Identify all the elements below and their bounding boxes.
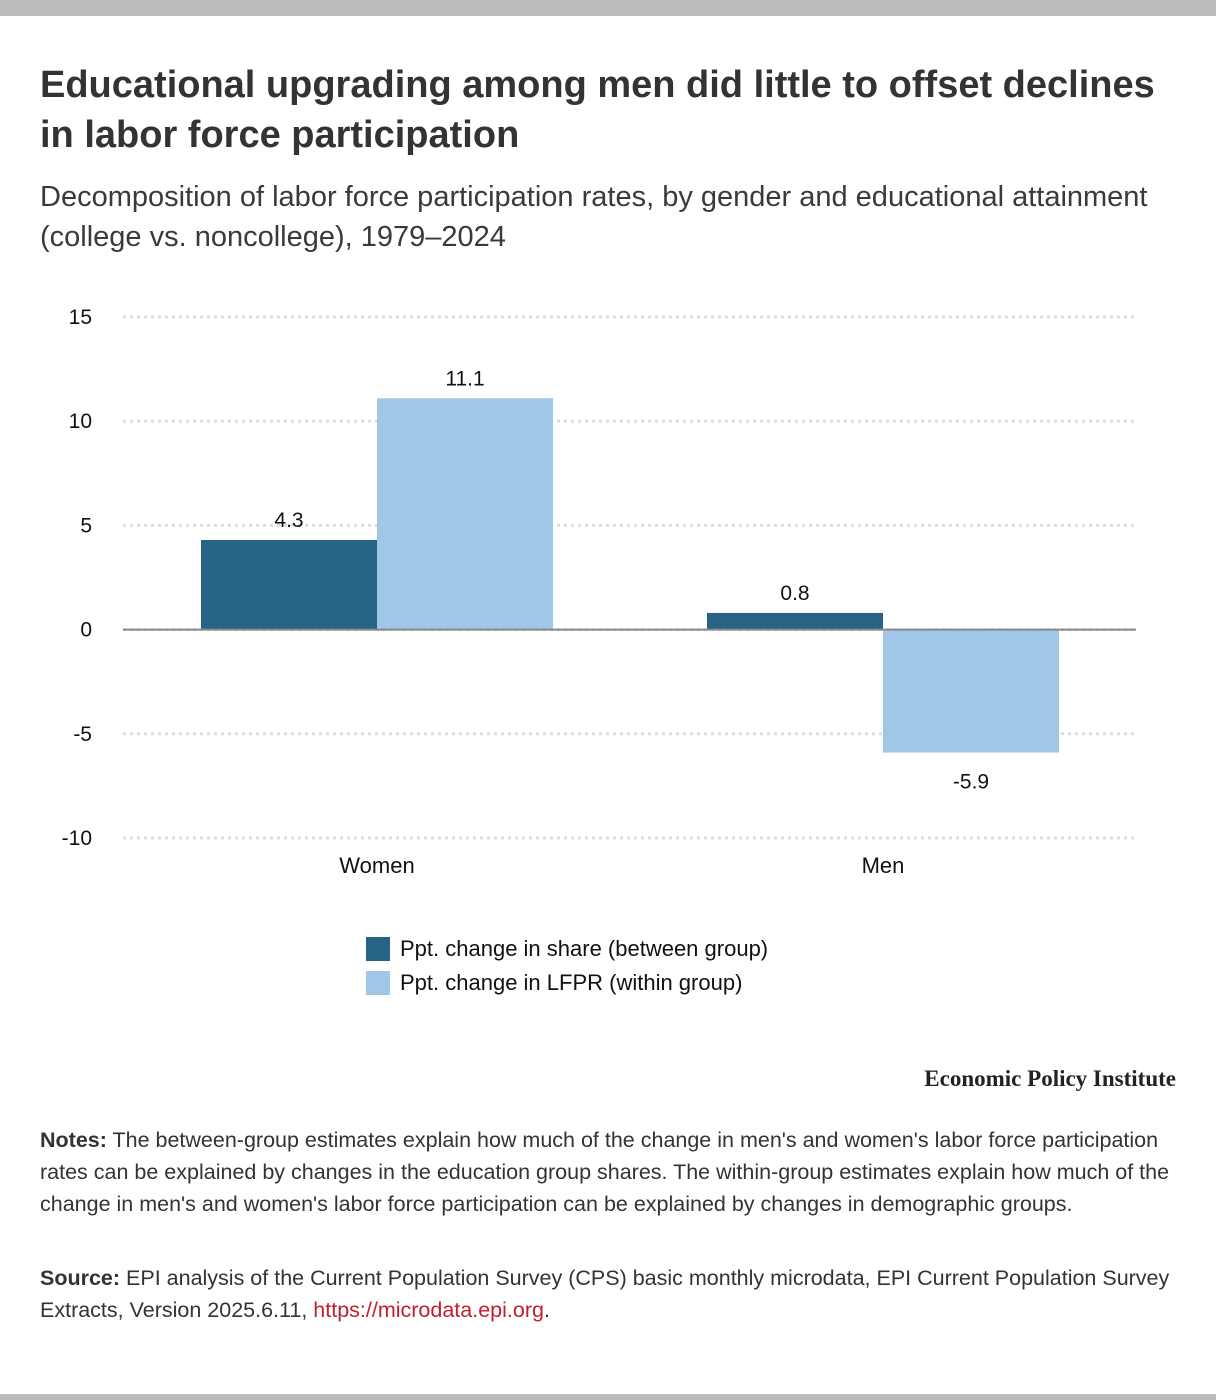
y-tick-label: 15 [69, 306, 92, 329]
y-tick-label: 0 [80, 619, 92, 642]
y-tick-label: -5 [73, 723, 92, 746]
source-text: EPI analysis of the Current Population S… [40, 1266, 1170, 1322]
source-end: . [543, 1298, 550, 1322]
x-category-label: Women [339, 853, 414, 878]
notes: Notes: The between-group estimates expla… [40, 1124, 1180, 1220]
source-label: Source: [40, 1266, 121, 1290]
legend-label: Ppt. change in share (between group) [400, 936, 769, 961]
data-label: 4.3 [274, 509, 303, 532]
legend: Ppt. change in share (between group) Ppt… [366, 932, 768, 1000]
y-tick-label: 5 [80, 514, 92, 537]
bars [201, 398, 1059, 753]
bar-women-series-1 [377, 398, 553, 630]
source-link[interactable]: https://microdata.epi.org [313, 1298, 544, 1322]
legend-label: Ppt. change in LFPR (within group) [400, 970, 743, 995]
bar-women-series-0 [201, 539, 377, 630]
bar-men-series-0 [707, 612, 883, 630]
legend-swatch-between-group [366, 937, 390, 961]
top-frame-bar [0, 0, 1216, 16]
labels: 15 10 5 0 -5 -10 4.3 11.1 Women 0.8 -5.9 Men [62, 306, 989, 878]
data-label: 11.1 [445, 367, 484, 390]
bar-chart: 15 10 5 0 -5 -10 4.3 11.1 Women 0.8 -5.9 Men [62, 306, 1136, 878]
bottom-frame-bar [0, 1394, 1216, 1400]
legend-item-within-group: Ppt. change in LFPR (within group) [366, 966, 768, 1000]
notes-label: Notes: [40, 1128, 107, 1152]
y-tick-label: 10 [69, 410, 92, 433]
legend-swatch-within-group [366, 971, 390, 995]
chart-subtitle: Decomposition of labor force participati… [40, 181, 1148, 253]
brand-logo-text: Economic Policy Institute [924, 1066, 1176, 1091]
bar-men-series-1 [883, 629, 1059, 753]
legend-item-between-group: Ppt. change in share (between group) [366, 932, 768, 966]
y-tick-label: -10 [62, 827, 92, 850]
notes-text: The between-group estimates explain how … [40, 1128, 1170, 1216]
data-label: -5.9 [953, 771, 989, 794]
data-label: 0.8 [780, 582, 809, 605]
source: Source: EPI analysis of the Current Popu… [40, 1262, 1180, 1326]
x-category-label: Men [862, 853, 905, 878]
chart-title: Educational upgrading among men did litt… [40, 64, 1155, 156]
